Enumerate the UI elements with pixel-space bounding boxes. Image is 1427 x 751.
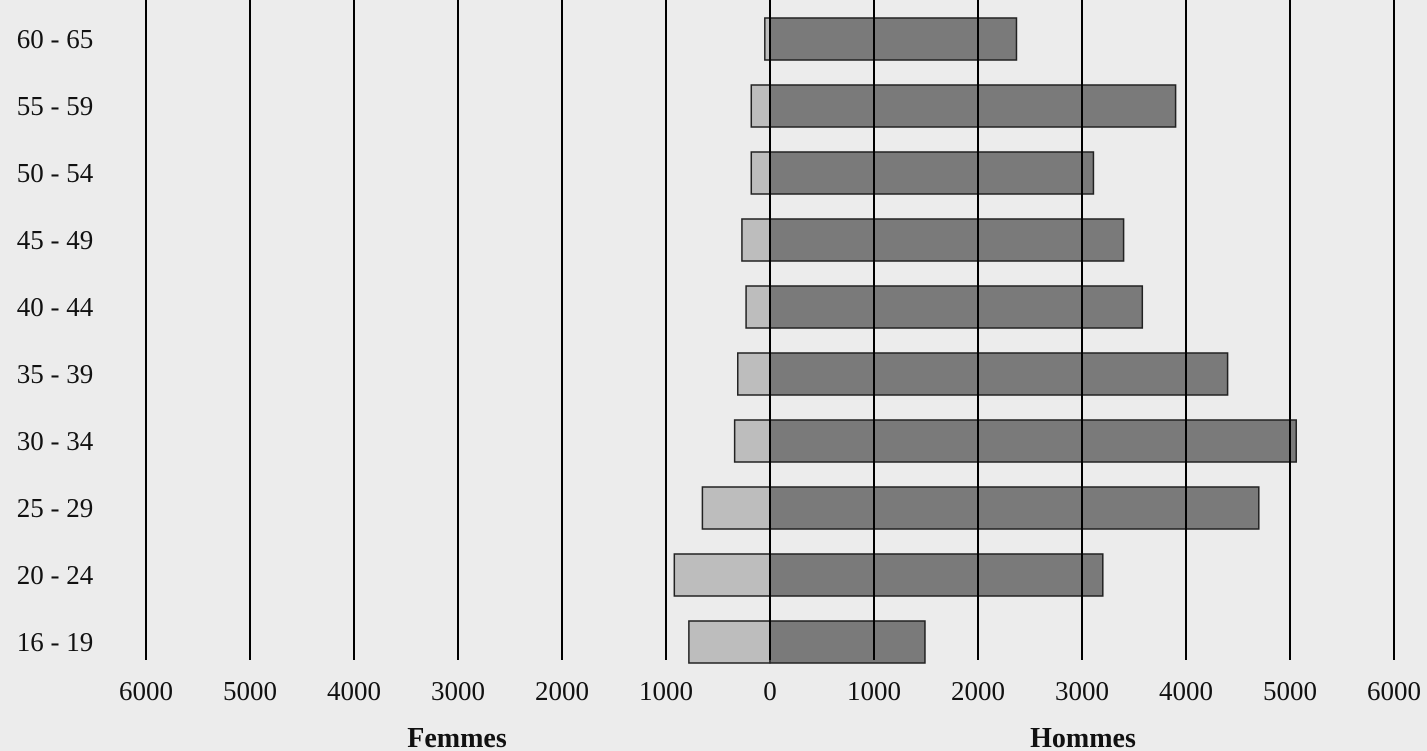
bar-hommes [769, 553, 1104, 597]
age-group-label: 16 - 19 [17, 627, 94, 657]
x-tick-label: 1000 [639, 676, 693, 706]
bar-femmes [741, 218, 771, 262]
x-tick-label: 4000 [1159, 676, 1213, 706]
bar-femmes [673, 553, 771, 597]
age-group-label: 50 - 54 [17, 158, 94, 188]
gridlines [145, 0, 1395, 660]
x-tick-label: 2000 [535, 676, 589, 706]
x-tick-label: 4000 [327, 676, 381, 706]
age-group-label: 60 - 65 [17, 24, 94, 54]
bar-femmes [745, 285, 771, 329]
bar-hommes [769, 352, 1229, 396]
x-tick-label: 6000 [119, 676, 173, 706]
bar-femmes [688, 620, 771, 664]
age-group-label: 55 - 59 [17, 91, 94, 121]
x-tick-labels: 6000 5000 4000 3000 2000 1000 0 1000 2000 3000 400… [119, 676, 1421, 706]
axis-title-hommes: Hommes [1030, 723, 1136, 751]
x-tick-label: 6000 [1367, 676, 1421, 706]
bar-hommes [769, 17, 1018, 61]
bar-femmes [701, 486, 771, 530]
bar-femmes [737, 352, 771, 396]
x-tick-label: 2000 [951, 676, 1005, 706]
age-group-label: 20 - 24 [17, 560, 94, 590]
age-group-label: 40 - 44 [17, 292, 94, 322]
x-tick-label: 5000 [223, 676, 277, 706]
series-hommes [769, 17, 1297, 664]
bar-hommes [769, 486, 1260, 530]
age-group-labels: 60 - 65 55 - 59 50 - 54 45 - 49 40 - 44 35 - … [17, 24, 94, 657]
x-tick-label: 3000 [1055, 676, 1109, 706]
age-group-label: 45 - 49 [17, 225, 94, 255]
x-tick-label: 0 [763, 676, 777, 706]
x-tick-label: 3000 [431, 676, 485, 706]
bar-femmes [750, 84, 771, 128]
bar-hommes [769, 151, 1095, 195]
x-tick-label: 1000 [847, 676, 901, 706]
bar-hommes [769, 84, 1177, 128]
bar-femmes [750, 151, 771, 195]
bar-hommes [769, 419, 1297, 463]
bar-hommes [769, 218, 1125, 262]
age-group-label: 35 - 39 [17, 359, 94, 389]
age-group-label: 25 - 29 [17, 493, 94, 523]
age-group-label: 30 - 34 [17, 426, 94, 456]
bar-hommes [769, 620, 926, 664]
bar-hommes [769, 285, 1144, 329]
x-tick-label: 5000 [1263, 676, 1317, 706]
axis-title-femmes: Femmes [407, 723, 507, 751]
bar-femmes [733, 419, 771, 463]
